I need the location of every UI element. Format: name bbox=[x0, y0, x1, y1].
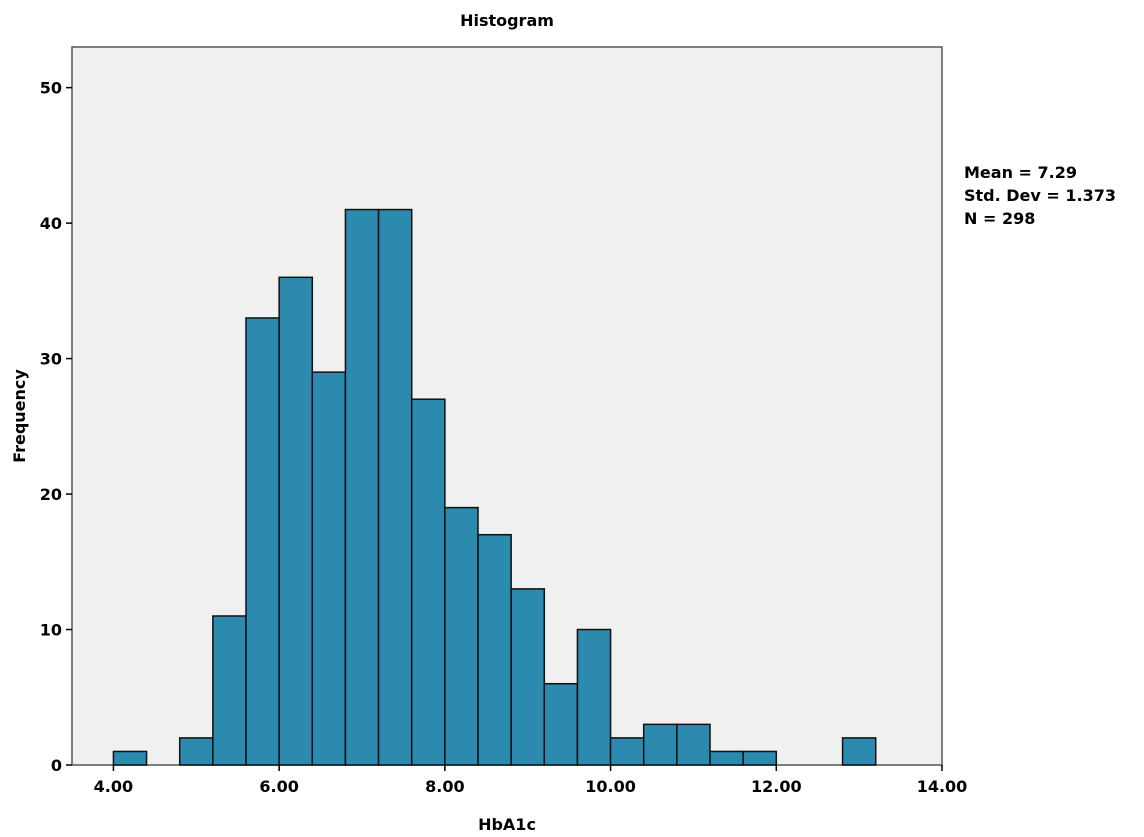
y-tick-label: 50 bbox=[40, 79, 62, 98]
y-axis-label: Frequency bbox=[10, 369, 29, 463]
histogram-bar bbox=[278, 276, 314, 766]
histogram-bar bbox=[212, 615, 247, 766]
x-tick-label: 4.00 bbox=[94, 777, 133, 796]
histogram-bar bbox=[742, 750, 778, 766]
x-tick-label: 14.00 bbox=[917, 777, 968, 796]
y-tick-label: 40 bbox=[40, 214, 62, 233]
x-tick-label: 10.00 bbox=[585, 777, 636, 796]
histogram-bar bbox=[576, 628, 612, 766]
histogram-bar bbox=[178, 737, 214, 766]
histogram-bar bbox=[377, 208, 413, 766]
histogram-bar bbox=[543, 682, 579, 766]
histogram-bar bbox=[410, 398, 446, 766]
std-dev-label: Std. Dev = 1.373 bbox=[964, 186, 1116, 205]
x-axis-label: HbA1c bbox=[478, 815, 536, 834]
histogram-bar bbox=[510, 588, 546, 766]
y-tick-label: 0 bbox=[51, 756, 62, 775]
y-tick-label: 30 bbox=[40, 350, 62, 369]
y-tick-label: 20 bbox=[40, 485, 62, 504]
chart-title: Histogram bbox=[460, 11, 554, 30]
histogram-bar bbox=[709, 750, 744, 766]
histogram-bar bbox=[609, 737, 645, 766]
x-tick-label: 8.00 bbox=[425, 777, 464, 796]
histogram-bar bbox=[112, 750, 148, 766]
n-label: N = 298 bbox=[964, 209, 1036, 228]
histogram-bar bbox=[642, 723, 678, 766]
x-tick-label: 12.00 bbox=[751, 777, 802, 796]
histogram-bar bbox=[477, 533, 512, 766]
histogram-bar bbox=[676, 723, 711, 766]
histogram-bar bbox=[311, 371, 347, 766]
histogram-bar bbox=[344, 208, 380, 766]
histogram-bar bbox=[841, 737, 877, 766]
histogram-bar bbox=[444, 506, 479, 766]
mean-label: Mean = 7.29 bbox=[964, 163, 1077, 182]
histogram-bar bbox=[245, 317, 280, 766]
y-tick-label: 10 bbox=[40, 621, 62, 640]
x-tick-label: 6.00 bbox=[259, 777, 298, 796]
summary-statistics: Mean = 7.29 Std. Dev = 1.373 N = 298 bbox=[964, 161, 1116, 230]
